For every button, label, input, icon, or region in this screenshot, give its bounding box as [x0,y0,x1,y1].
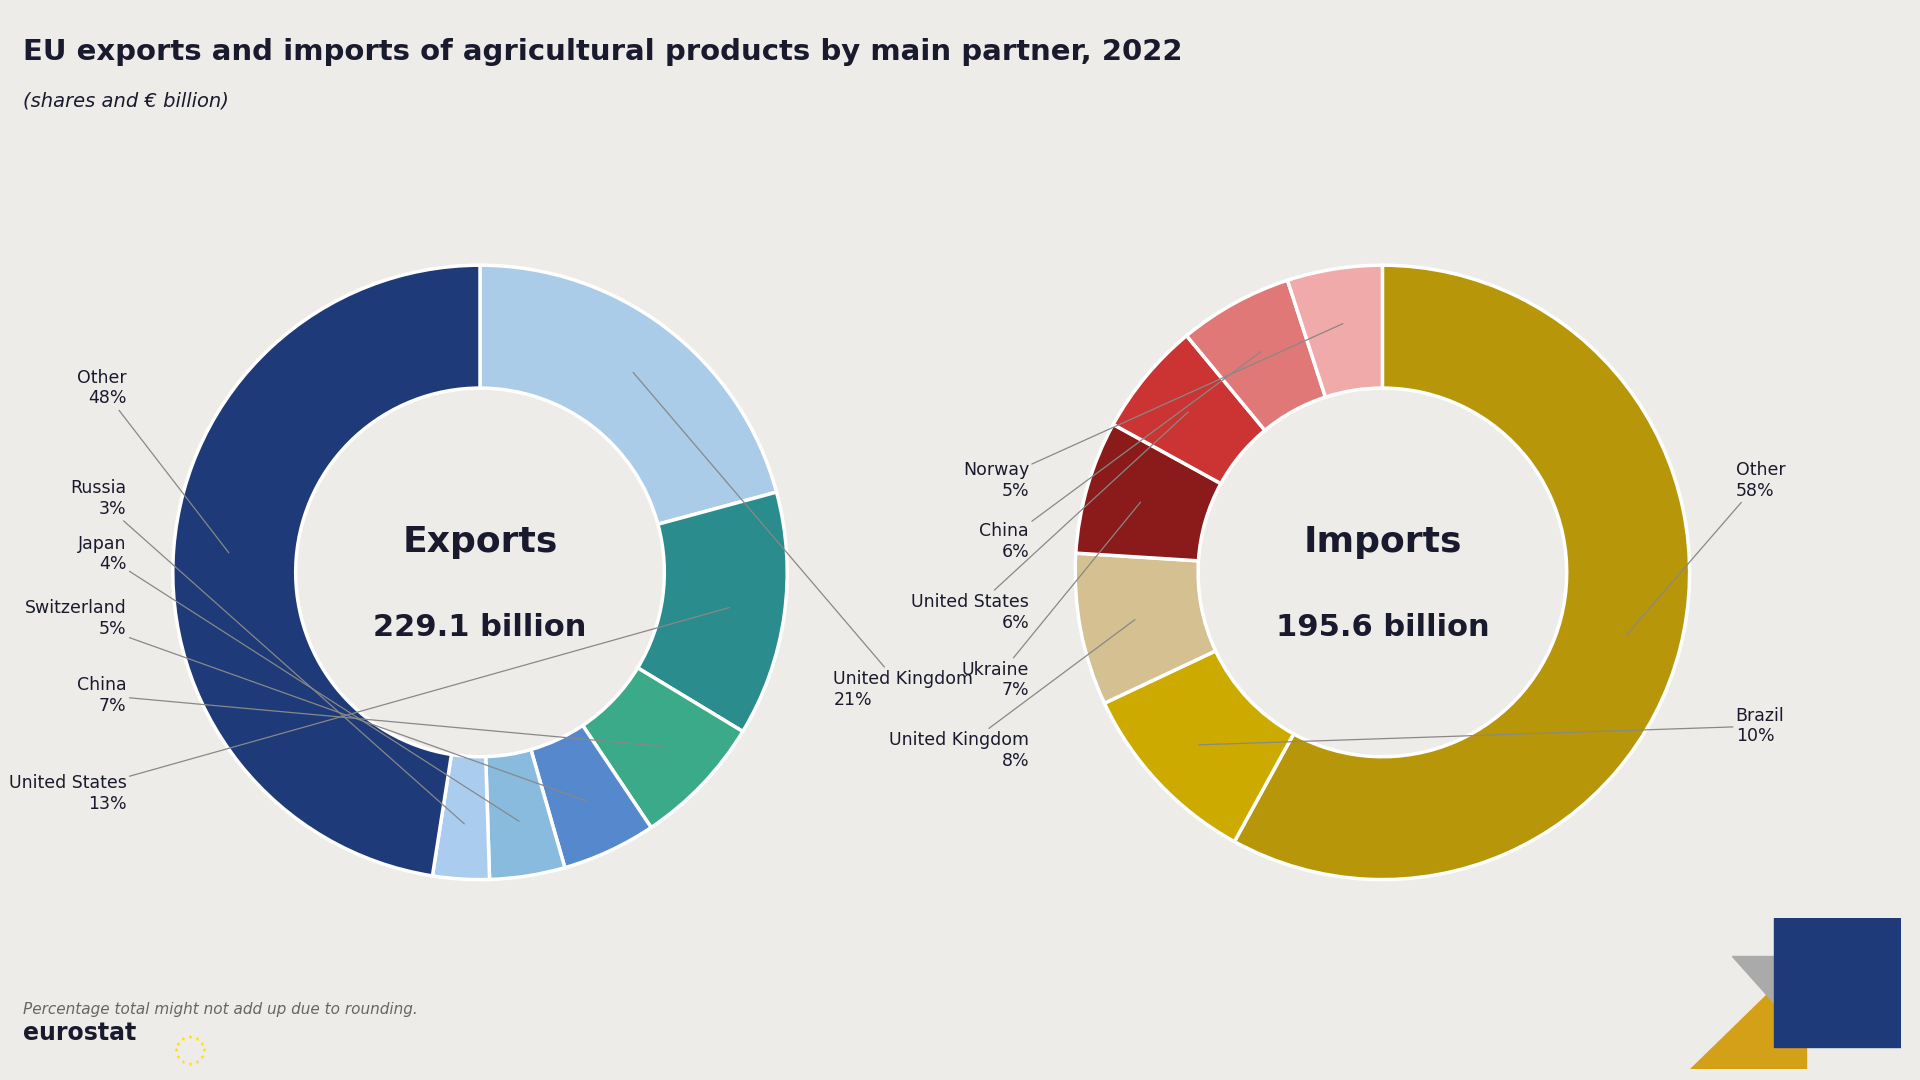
Text: ★: ★ [194,1059,200,1065]
Wedge shape [1114,336,1265,484]
Wedge shape [637,492,787,731]
Text: United Kingdom
8%: United Kingdom 8% [889,620,1135,770]
Text: China
6%: China 6% [979,352,1261,562]
Text: ★: ★ [177,1042,180,1047]
Text: United States
6%: United States 6% [912,411,1188,632]
Text: (shares and € billion): (shares and € billion) [23,92,228,111]
Text: ★: ★ [175,1049,179,1053]
Polygon shape [1774,918,1901,1047]
Text: ★: ★ [194,1037,200,1042]
Text: Switzerland
5%: Switzerland 5% [25,599,586,800]
Text: ★: ★ [188,1062,192,1066]
Wedge shape [1187,280,1325,430]
Wedge shape [1104,651,1294,841]
Text: United States
13%: United States 13% [10,608,730,813]
Text: Percentage total might not add up due to rounding.: Percentage total might not add up due to… [23,1002,419,1017]
Polygon shape [1732,956,1805,1039]
Text: eurostat: eurostat [23,1022,136,1045]
Wedge shape [582,667,743,827]
Text: Norway
5%: Norway 5% [962,324,1342,500]
Text: Other
48%: Other 48% [77,368,228,553]
Text: ★: ★ [177,1055,180,1059]
Text: Russia
3%: Russia 3% [71,480,465,824]
Wedge shape [1288,266,1382,397]
Wedge shape [1235,266,1690,879]
Text: Brazil
10%: Brazil 10% [1198,706,1784,745]
Polygon shape [1690,956,1805,1069]
Wedge shape [486,750,564,879]
Text: ★: ★ [200,1055,204,1059]
Wedge shape [480,266,776,524]
Text: 229.1 billion: 229.1 billion [372,613,588,643]
Text: EU exports and imports of agricultural products by main partner, 2022: EU exports and imports of agricultural p… [23,38,1183,66]
Text: Imports: Imports [1304,525,1461,558]
Text: China
7%: China 7% [77,676,662,746]
Wedge shape [1075,553,1215,703]
Text: Japan
4%: Japan 4% [79,535,518,821]
Text: ★: ★ [202,1049,205,1053]
Text: ★: ★ [180,1059,186,1065]
Wedge shape [173,266,480,876]
Text: ★: ★ [180,1037,186,1042]
Text: Other
58%: Other 58% [1626,461,1786,635]
Text: 195.6 billion: 195.6 billion [1275,613,1490,643]
Wedge shape [532,726,651,867]
Text: Exports: Exports [403,525,557,558]
Text: ★: ★ [188,1036,192,1040]
Text: Ukraine
7%: Ukraine 7% [962,502,1140,700]
Text: ★: ★ [200,1042,204,1047]
Wedge shape [1075,424,1221,561]
Wedge shape [432,755,490,879]
Text: United Kingdom
21%: United Kingdom 21% [634,373,973,708]
